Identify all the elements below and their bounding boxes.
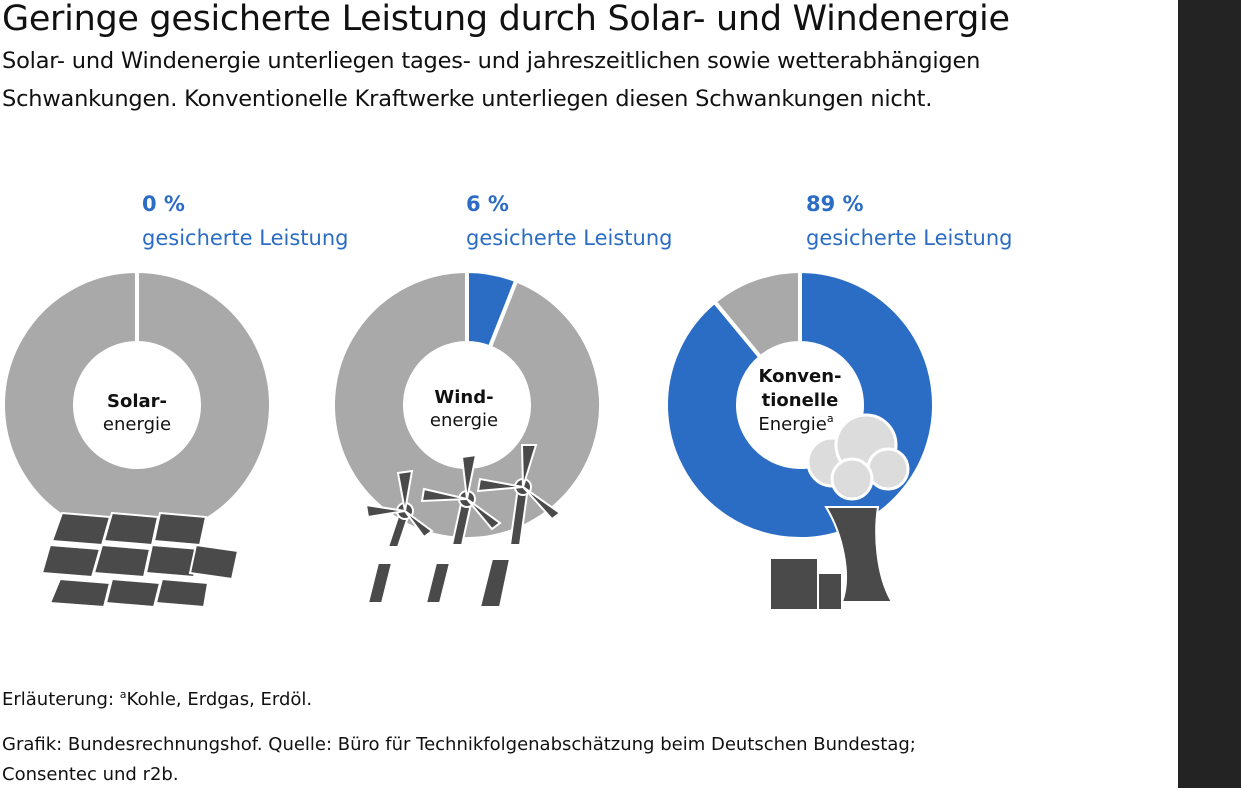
power-plant-icon <box>769 413 910 611</box>
conventional-label-word: Energie <box>758 414 826 435</box>
chart-title: Geringe gesicherte Leistung durch Solar-… <box>2 0 1010 39</box>
solar-panel-icon <box>40 511 240 609</box>
subtitle-line-1: Solar- und Windenergie unterliegen tages… <box>2 48 981 74</box>
conventional-percent-label: gesicherte Leistung <box>806 226 1013 250</box>
conv-unsecured-slice <box>711 268 802 361</box>
chart-subtitle: Solar- und Windenergie unterliegen tages… <box>2 42 1162 118</box>
solar-label-line2: energie <box>103 414 171 435</box>
wind-turbine-icon <box>364 444 562 608</box>
conventional-percent: 89 % <box>806 192 864 216</box>
source-note: Grafik: Bundesrechnungshof. Quelle: Büro… <box>2 730 916 790</box>
donut-charts: Solar- energie Wind- energie Konven- tio… <box>0 268 936 611</box>
wind-percent: 6 % <box>466 192 509 216</box>
conventional-label-line3: Energiea <box>758 412 833 435</box>
footnote-text: Kohle, Erdgas, Erdöl. <box>126 689 313 710</box>
solar-percent-label: gesicherte Leistung <box>142 226 349 250</box>
footnote-sup: a <box>119 688 127 701</box>
wind-percent-label: gesicherte Leistung <box>466 226 673 250</box>
conventional-label-line1: Konven- <box>758 366 841 387</box>
wind-label-line1: Wind- <box>434 387 493 408</box>
footnote: Erläuterung: aKohle, Erdgas, Erdöl. <box>2 682 312 713</box>
solar-unsecured-slice <box>0 268 273 541</box>
solar-donut <box>0 268 273 541</box>
solar-label-line1: Solar- <box>107 391 167 412</box>
subtitle-line-2: Schwankungen. Konventionelle Kraftwerke … <box>2 86 933 112</box>
wind-label-line2: energie <box>430 410 498 431</box>
right-edge-bar <box>1178 0 1241 788</box>
conventional-label-line2: tionelle <box>762 390 839 411</box>
source-line-2: Consentec und r2b. <box>2 764 179 785</box>
footnote-prefix: Erläuterung: <box>2 689 120 710</box>
smoke-cloud <box>806 413 910 501</box>
solar-percent: 0 % <box>142 192 185 216</box>
source-line-1: Grafik: Bundesrechnungshof. Quelle: Büro… <box>2 734 916 755</box>
conventional-label-sup: a <box>827 412 834 425</box>
